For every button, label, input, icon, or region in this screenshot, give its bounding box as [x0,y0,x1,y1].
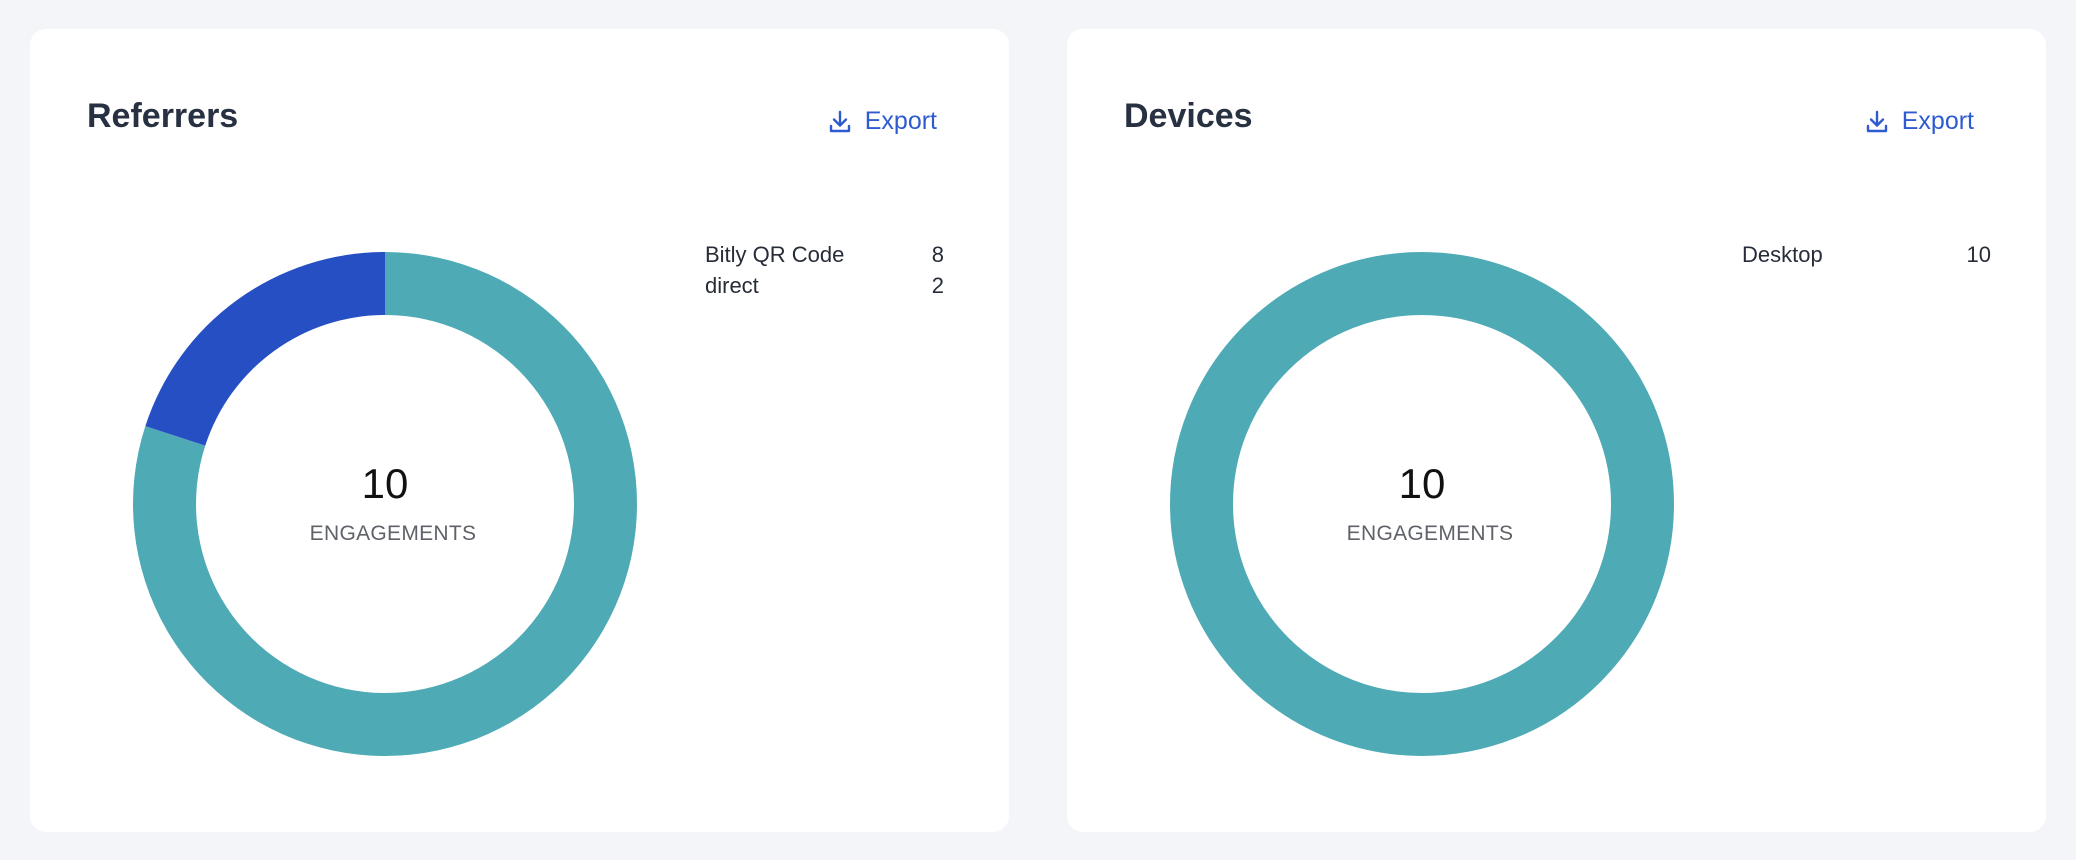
legend-item: Bitly QR Code 8 [705,239,944,270]
referrers-export-button[interactable]: Export [829,109,937,134]
devices-donut-svg [1170,252,1674,756]
devices-title: Devices [1124,97,1253,135]
referrers-title: Referrers [87,97,239,135]
devices-export-button[interactable]: Export [1866,109,1974,134]
legend-item-label: direct [705,273,759,298]
legend-item-value: 2 [931,273,944,298]
devices-legend: Desktop 10 [1742,239,1991,270]
legend-item: Desktop 10 [1742,239,1991,270]
total-engagements-value: 10 [361,460,409,507]
legend-item-value: 8 [931,242,944,267]
devices-card: Devices Export 10 ENGAGEMENTS Desktop 10 [1067,29,2046,832]
total-engagements-label: ENGAGEMENTS [1346,522,1514,545]
export-label: Export [864,107,937,135]
referrers-legend: Bitly QR Code 8 direct 2 [705,239,944,301]
total-engagements-label: ENGAGEMENTS [309,522,477,545]
export-label: Export [1901,107,1974,135]
referrers-donut-chart: 10 ENGAGEMENTS [131,250,639,758]
download-icon [1866,110,1888,134]
legend-item-label: Bitly QR Code [705,242,845,267]
legend-item-value: 10 [1966,242,1991,267]
legend-item: direct 2 [705,270,944,301]
referrers-card: Referrers Export 10 ENGAGEMENTS Bitly QR… [30,29,1009,832]
total-engagements-value: 10 [1398,460,1446,507]
download-icon [829,110,851,134]
donut-slice-desktop [1170,252,1674,756]
donut-slice-direct [145,252,385,446]
devices-donut-chart: 10 ENGAGEMENTS [1168,250,1676,758]
legend-item-label: Desktop [1742,242,1823,267]
referrers-donut-svg [132,252,637,757]
